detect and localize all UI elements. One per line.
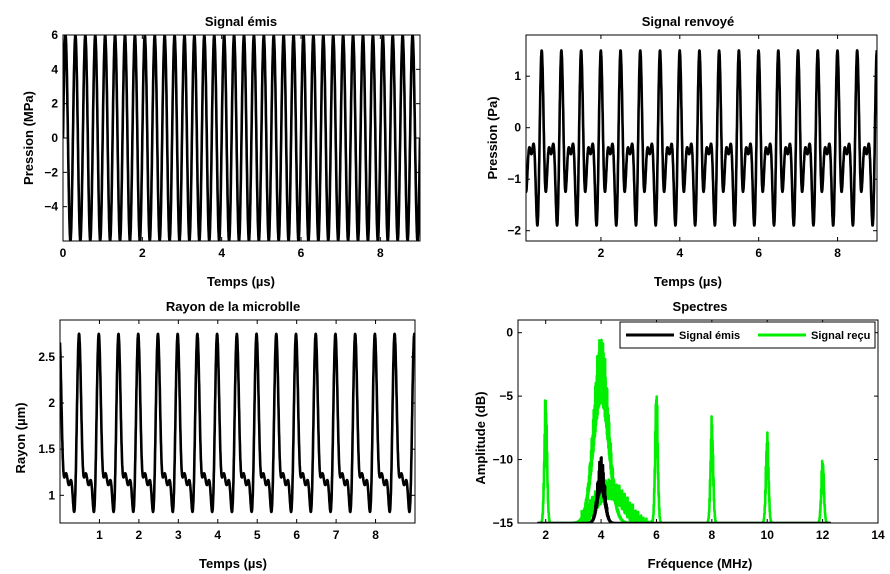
- x-tick-label: 7: [333, 528, 340, 542]
- x-tick-label: 6: [755, 246, 762, 260]
- y-tick-label: 0: [514, 121, 521, 135]
- radius-line: [60, 332, 415, 514]
- y-tick-label: −4: [44, 200, 58, 214]
- x-tick-label: 3: [175, 528, 182, 542]
- panel1-ylabel: Pression (MPa): [21, 91, 36, 185]
- y-tick-label: 2: [51, 97, 58, 111]
- y-tick-label: 0: [51, 131, 58, 145]
- y-tick-label: 1: [514, 69, 521, 83]
- panel-spectres: Spectres Fréquence (MHz) Amplitude (dB) …: [473, 299, 885, 571]
- x-tick-label: 4: [214, 528, 221, 542]
- x-tick-label: 4: [598, 528, 605, 542]
- x-tick-label: 0: [60, 246, 67, 260]
- panel2-plot-area: [526, 49, 877, 227]
- panel3-ticks: 1 2 3 4 5 6 7 8 1 1.5 2 2.5: [38, 319, 416, 542]
- y-tick-label: 1: [48, 488, 55, 502]
- panel2-series-group: [526, 49, 877, 227]
- x-tick-label: 14: [871, 528, 885, 542]
- y-tick-label: −1: [507, 172, 521, 186]
- x-tick-label: 5: [254, 528, 261, 542]
- echo-signal-line: [526, 49, 877, 227]
- panel2-title: Signal renvoyé: [642, 14, 734, 29]
- y-tick-label: −15: [493, 516, 514, 530]
- panel1-plot-area: [63, 35, 420, 241]
- x-tick-label: 12: [816, 528, 830, 542]
- panel3-axes-frame: [59, 319, 416, 524]
- x-tick-label: 6: [293, 528, 300, 542]
- y-tick-label: 1.5: [38, 442, 55, 456]
- panel-signal-renvoye: Signal renvoyé Temps (µs) Pression (Pa) …: [485, 14, 878, 289]
- x-tick-label: 10: [761, 528, 775, 542]
- panel2-axes-frame: [525, 34, 878, 242]
- panel1-series-group: [63, 35, 420, 241]
- panel1-title: Signal émis: [205, 14, 277, 29]
- panel4-xlabel: Fréquence (MHz): [648, 556, 753, 571]
- x-tick-label: 2: [136, 528, 143, 542]
- y-tick-label: −5: [499, 389, 513, 403]
- legend: Signal émis Signal reçu: [619, 321, 876, 349]
- panel1-ticks: 0 2 4 6 8 −4 −2 0 2 4 6: [44, 28, 421, 260]
- x-tick-label: 2: [598, 246, 605, 260]
- legend-label-signal-recu: Signal reçu: [811, 330, 870, 342]
- panel4-ylabel: Amplitude (dB): [473, 391, 488, 484]
- x-tick-label: 8: [377, 246, 384, 260]
- x-tick-label: 4: [676, 246, 683, 260]
- panel4-series-group: [536, 338, 832, 523]
- panel2-ticks: 2 4 6 8 −2 −1 0 1: [507, 34, 878, 260]
- y-tick-label: 4: [51, 62, 58, 76]
- x-tick-label: 2: [542, 528, 549, 542]
- panel1-xlabel: Temps (µs): [207, 274, 275, 289]
- y-tick-label: 2.5: [38, 350, 55, 364]
- emitted-signal-line: [63, 35, 420, 241]
- panel-signal-emis: Signal émis Temps (µs) Pression (MPa) 0 2…: [21, 14, 421, 289]
- y-tick-label: 2: [48, 396, 55, 410]
- panel3-series-group: [60, 332, 415, 514]
- x-tick-label: 4: [218, 246, 225, 260]
- received-spectrum-line: [536, 338, 832, 523]
- x-tick-label: 8: [709, 528, 716, 542]
- panel3-xlabel: Temps (µs): [199, 556, 267, 571]
- x-tick-label: 6: [298, 246, 305, 260]
- y-tick-label: 6: [51, 28, 58, 42]
- panel-rayon: Rayon de la microblle Temps (µs) Rayon (…: [13, 299, 416, 571]
- panel3-ylabel: Rayon (µm): [13, 402, 28, 473]
- y-tick-label: −2: [507, 224, 521, 238]
- panel3-plot-area: [60, 332, 415, 514]
- x-tick-label: 2: [139, 246, 146, 260]
- x-tick-label: 6: [653, 528, 660, 542]
- panel4-ticks: 2 4 6 8 10 12 14 −15 −10 −5 0: [493, 319, 885, 542]
- x-tick-label: 8: [834, 246, 841, 260]
- panel2-xlabel: Temps (µs): [654, 274, 722, 289]
- y-tick-label: −2: [44, 165, 58, 179]
- panel4-axes-frame: [517, 319, 879, 524]
- y-tick-label: −10: [493, 453, 514, 467]
- legend-label-signal-emis: Signal émis: [679, 330, 740, 342]
- panel4-title: Spectres: [673, 299, 728, 314]
- panel4-plot-area: [536, 338, 832, 523]
- panel2-ylabel: Pression (Pa): [485, 96, 500, 179]
- x-tick-label: 8: [372, 528, 379, 542]
- y-tick-label: 0: [506, 326, 513, 340]
- panel3-title: Rayon de la microblle: [166, 299, 300, 314]
- x-tick-label: 1: [96, 528, 103, 542]
